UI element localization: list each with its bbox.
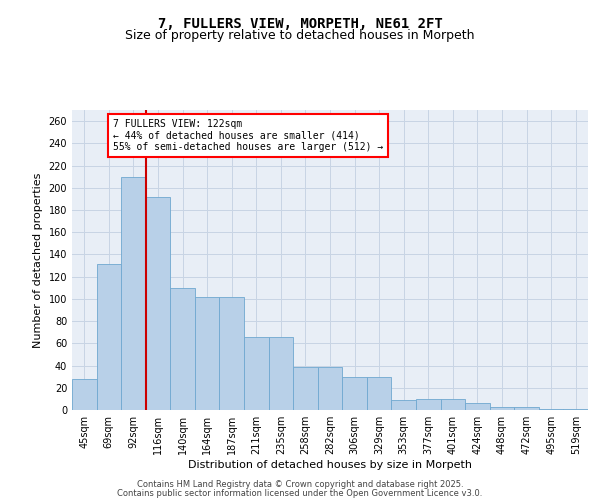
Bar [539, 409, 563, 410]
Bar [367, 376, 391, 410]
Bar [416, 399, 440, 410]
Bar [490, 406, 514, 410]
Bar [146, 196, 170, 410]
Text: 7, FULLERS VIEW, MORPETH, NE61 2FT: 7, FULLERS VIEW, MORPETH, NE61 2FT [158, 18, 442, 32]
Text: 7 FULLERS VIEW: 122sqm
← 44% of detached houses are smaller (414)
55% of semi-de: 7 FULLERS VIEW: 122sqm ← 44% of detached… [113, 119, 383, 152]
Bar [72, 379, 97, 410]
Bar [195, 296, 220, 410]
Text: Size of property relative to detached houses in Morpeth: Size of property relative to detached ho… [125, 29, 475, 42]
Bar [293, 366, 318, 410]
Y-axis label: Number of detached properties: Number of detached properties [33, 172, 43, 348]
Text: Contains public sector information licensed under the Open Government Licence v3: Contains public sector information licen… [118, 488, 482, 498]
X-axis label: Distribution of detached houses by size in Morpeth: Distribution of detached houses by size … [188, 460, 472, 470]
Bar [220, 296, 244, 410]
Bar [121, 176, 146, 410]
Bar [391, 400, 416, 410]
Bar [440, 399, 465, 410]
Text: Contains HM Land Registry data © Crown copyright and database right 2025.: Contains HM Land Registry data © Crown c… [137, 480, 463, 489]
Bar [342, 376, 367, 410]
Bar [563, 409, 588, 410]
Bar [244, 336, 269, 410]
Bar [465, 404, 490, 410]
Bar [514, 406, 539, 410]
Bar [269, 336, 293, 410]
Bar [318, 366, 342, 410]
Bar [170, 288, 195, 410]
Bar [97, 264, 121, 410]
